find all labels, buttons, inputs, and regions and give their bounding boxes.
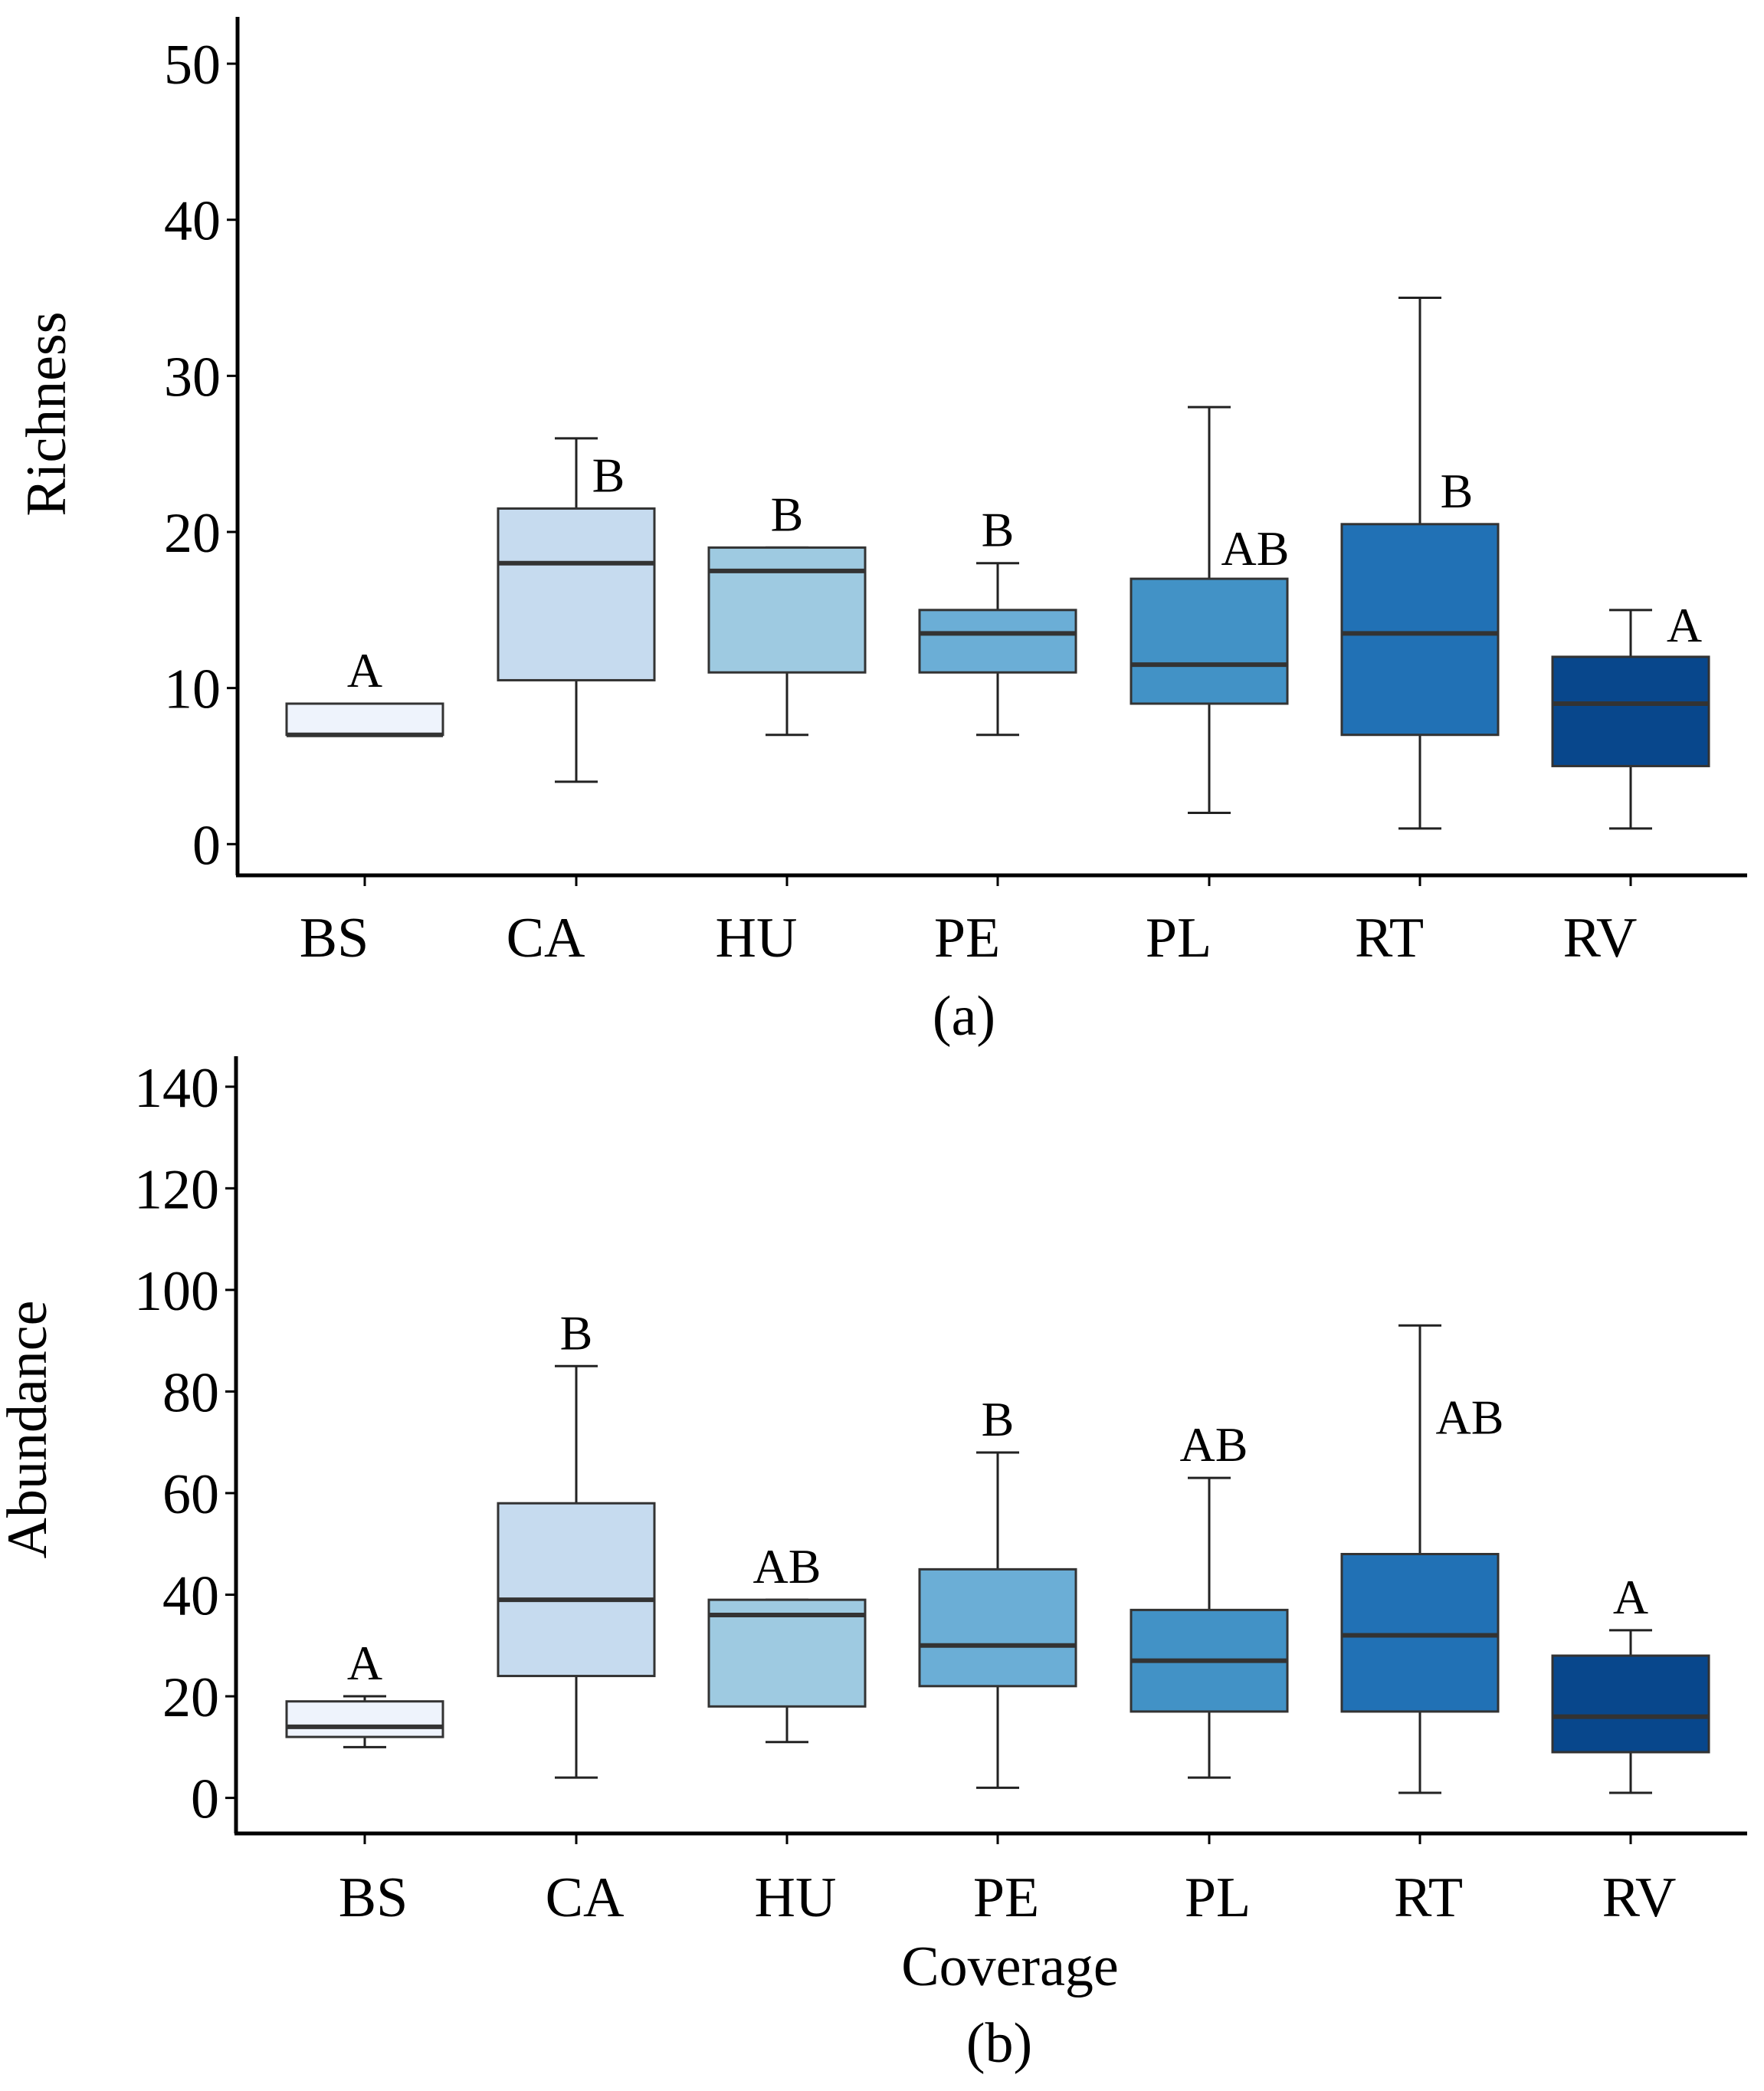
box-bs: A BS [285, 1636, 444, 1929]
y-tick-label: 140 [134, 1057, 219, 1120]
significance-letter: A [347, 643, 382, 698]
significance-letter: B [1441, 464, 1474, 518]
x-category-label: PE [973, 1866, 1039, 1929]
iqr-box [285, 702, 444, 737]
y-tick-label: 0 [192, 814, 221, 877]
iqr-box [918, 1567, 1077, 1688]
iqr-box [707, 546, 867, 674]
iqr-box [1340, 523, 1500, 737]
iqr-box [1551, 1654, 1710, 1754]
y-tick-label: 80 [162, 1361, 219, 1424]
y-axis-title: Richness [15, 311, 78, 516]
box-rv: A RV [1551, 1570, 1710, 1929]
panel-label: (a) [933, 985, 995, 1048]
x-category-label: BS [339, 1866, 408, 1929]
significance-letter: A [1613, 1570, 1648, 1624]
significance-letter: B [982, 1392, 1015, 1446]
panel-a: 0 10 20 30 40 50 Richness A BS B CA B HU B PE AB PL B RT A R… [15, 17, 1747, 1048]
box-rt: B RT [1340, 297, 1500, 970]
box-hu: B HU [707, 487, 867, 970]
iqr-box [1551, 655, 1710, 767]
iqr-box [497, 1502, 656, 1678]
box-hu: AB HU [707, 1539, 867, 1929]
y-tick-label: 40 [162, 1565, 219, 1628]
x-category-label: CA [546, 1866, 625, 1929]
significance-letter: B [592, 448, 625, 502]
x-category-label: RT [1355, 907, 1424, 970]
x-category-label: PL [1146, 907, 1212, 970]
significance-letter: AB [1436, 1390, 1504, 1445]
box-pe: B PE [918, 1392, 1077, 1929]
x-category-label: HU [716, 907, 798, 970]
significance-letter: B [982, 503, 1015, 557]
significance-letter: AB [753, 1539, 821, 1594]
x-category-label: CA [507, 907, 585, 970]
iqr-box [1130, 577, 1289, 705]
x-category-label: RV [1602, 1866, 1677, 1929]
significance-letter: A [1667, 598, 1702, 652]
y-tick-label: 10 [164, 658, 221, 721]
box-ca: B CA [497, 1305, 656, 1929]
y-tick-label: 20 [164, 502, 221, 565]
panel-b: 0 20 40 60 80 100 120 140 Abundance A BS B CA AB HU B PE… [0, 1056, 1747, 2075]
y-tick-label: 40 [164, 190, 221, 253]
x-axis-title: Coverage [901, 1935, 1119, 1998]
iqr-box [918, 609, 1077, 674]
y-tick-label: 120 [134, 1158, 219, 1221]
significance-letter: AB [1180, 1417, 1248, 1472]
x-category-label: RT [1394, 1866, 1463, 1929]
box-ca: B CA [497, 437, 656, 970]
significance-letter: A [347, 1636, 382, 1690]
y-tick-label: 100 [134, 1260, 219, 1323]
y-tick-label: 30 [164, 346, 221, 409]
panel-label: (b) [966, 2012, 1032, 2075]
box-rt: AB RT [1340, 1324, 1504, 1929]
x-category-label: PL [1185, 1866, 1251, 1929]
x-category-label: BS [300, 907, 369, 970]
significance-letter: AB [1221, 521, 1290, 576]
y-tick-label: 50 [164, 34, 221, 97]
box-pe: B PE [918, 503, 1077, 970]
iqr-box [707, 1598, 867, 1708]
x-category-label: RV [1563, 907, 1638, 970]
y-tick-label: 0 [191, 1768, 219, 1831]
y-tick-label: 60 [162, 1463, 219, 1526]
y-axis-title: Abundance [0, 1301, 59, 1559]
x-category-label: PE [934, 907, 1000, 970]
iqr-box [285, 1700, 444, 1738]
x-category-label: HU [755, 1866, 837, 1929]
y-tick-label: 20 [162, 1666, 219, 1729]
box-bs: A BS [285, 643, 444, 970]
box-pl: AB PL [1130, 1417, 1289, 1929]
significance-letter: B [771, 487, 804, 541]
iqr-box [1340, 1552, 1500, 1713]
iqr-box [497, 507, 656, 681]
box-pl: AB PL [1130, 405, 1290, 970]
significance-letter: B [560, 1305, 593, 1360]
box-rv: A RV [1551, 598, 1710, 970]
